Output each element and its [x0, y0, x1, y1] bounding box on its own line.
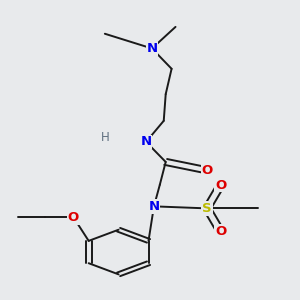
- Text: O: O: [215, 178, 226, 191]
- Text: N: N: [146, 42, 158, 55]
- Text: H: H: [101, 131, 110, 144]
- Text: S: S: [202, 202, 212, 215]
- Text: N: N: [148, 200, 160, 213]
- Text: O: O: [215, 225, 226, 238]
- Text: N: N: [140, 135, 152, 148]
- Text: O: O: [201, 164, 213, 177]
- Text: O: O: [68, 211, 79, 224]
